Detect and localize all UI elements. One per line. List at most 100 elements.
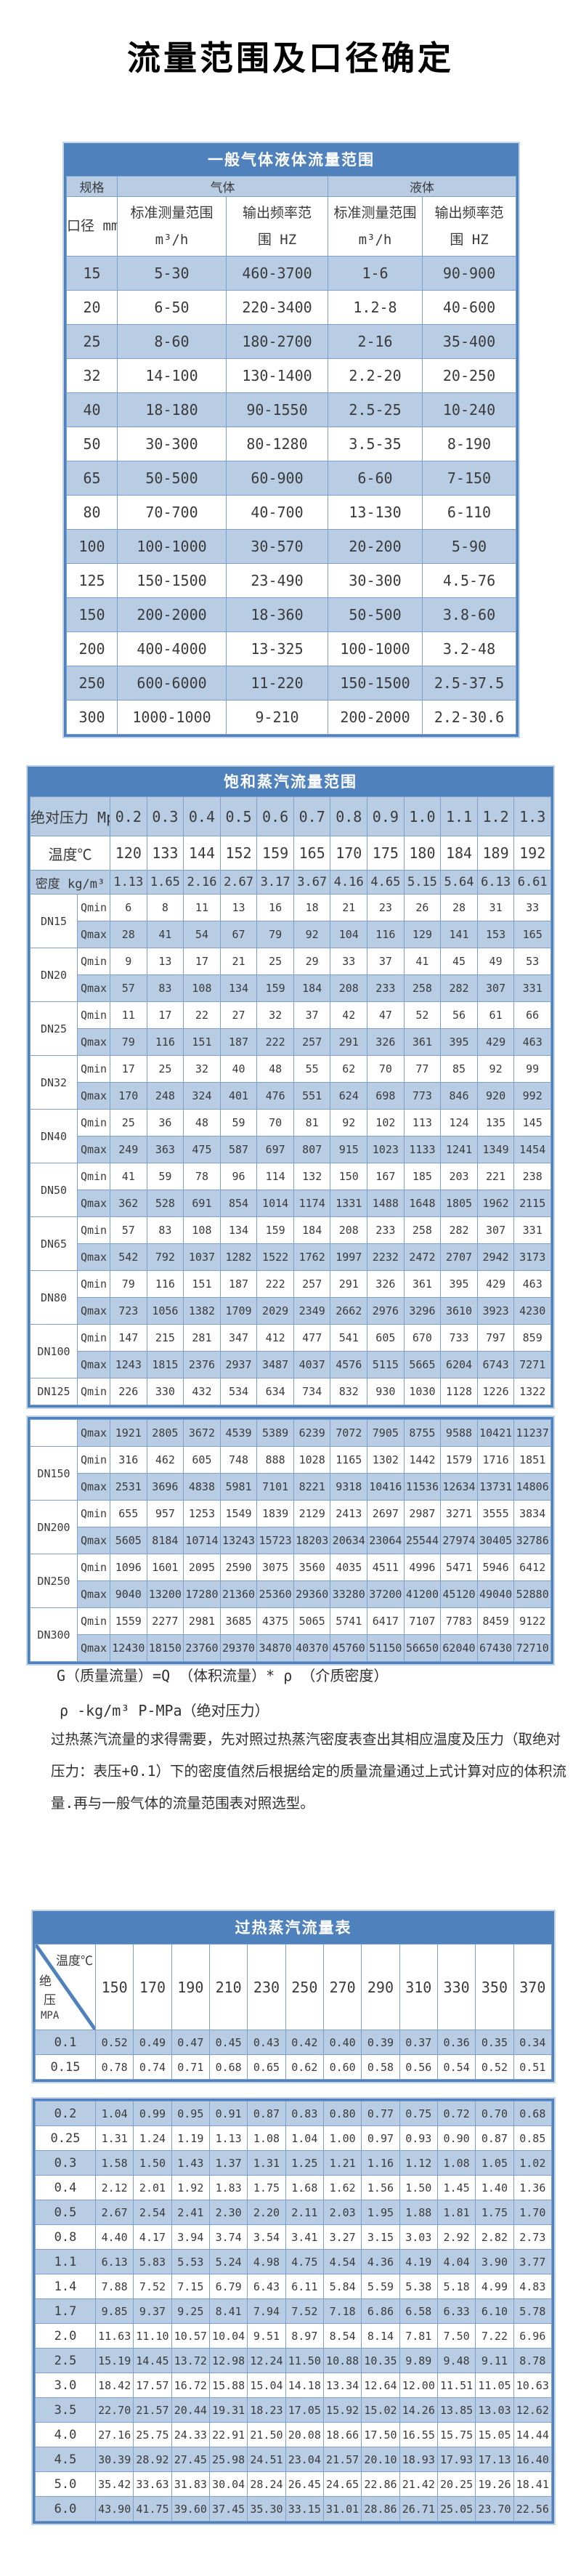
qmin-value: 47 [367,1001,405,1029]
diameter-label: 200 [66,631,118,666]
qmax-label: Qmax [76,1190,111,1217]
range-value: 20-250 [422,358,516,393]
density-value: 4.54 [322,2249,362,2274]
table-row: 65 50-500 60-900 6-60 7-150 [66,461,516,496]
steam-row: DN15 Qmin 6 8 11 13 16 18 21 23 26 28 31 33 [30,894,551,948]
diameter-label: 125 [66,563,118,598]
density-value: 18.93 [399,2447,438,2472]
range-value: 130-1400 [226,358,328,393]
density-value: 1.40 [475,2175,514,2200]
column-group-row: 规格 气体 液体 [66,176,516,197]
corner-pressure-label: 绝 [39,1974,52,1989]
qmax-value: 45760 [330,1634,368,1662]
density-table-row: 4.5 30.39 28.92 27.45 25.98 24.51 23.04 21.57 20… [35,2447,553,2472]
qmax-value: 116 [367,921,405,948]
density-value: 0.78 [94,2054,134,2080]
column-header-row: 口径 mm 标准测量范围 m³/h 输出频率范围 HZ 标准测量范围 m³/h 输出频率范围… [66,196,516,257]
qmax-value: 1921 [110,1419,147,1447]
pressure-label: 5.0 [35,2471,96,2497]
qmin-value: 1028 [293,1446,331,1474]
qmax-value: 475 [183,1136,221,1163]
density-value: 7.50 [436,2323,476,2349]
qmin-value: 36 [146,1109,184,1136]
steam-row: Qmax 5605 8184 10714 13243 15723 18203 20634 230… [30,1527,551,1554]
qmin-value: 96 [219,1163,258,1190]
qmin-value: 1030 [403,1378,442,1405]
qmax-value: 13200 [146,1580,184,1608]
density-value: 7.52 [133,2274,172,2299]
qmax-value: 37200 [367,1580,405,1608]
density-value: 24.51 [247,2447,286,2472]
density-value: 28.24 [247,2471,286,2497]
qmin-value: 83 [146,1216,184,1244]
qmin-value: 291 [330,1270,368,1298]
qmax-value: 723 [110,1297,147,1325]
table-row: 40 18-180 90-1550 2.5-25 10-240 [66,392,516,427]
qmax-value: 20634 [330,1527,368,1554]
qmax-value: 331 [513,974,551,1002]
qmin-value: 56 [440,1001,478,1029]
qmax-value: 33280 [330,1580,368,1608]
qmin-value: 859 [513,1324,551,1352]
range-value: 6-60 [328,461,423,496]
qmax-value: 41 [146,921,184,948]
density-value: 7.88 [94,2274,134,2299]
temperature-value: 184 [440,836,478,871]
pressure-value: 1.2 [476,796,515,836]
dn-label: DN50 [30,1163,78,1217]
qmax-value: 83 [146,974,184,1002]
qmax-value: 134 [219,974,258,1002]
qmin-value: 52 [403,1001,442,1029]
range-value: 1.2-8 [328,290,423,325]
qmin-value: 1549 [219,1500,258,1527]
qmax-value: 1454 [513,1136,551,1163]
qmin-value: 3685 [219,1607,258,1635]
qmax-value: 854 [219,1190,258,1217]
qmin-value: 78 [183,1163,221,1190]
density-value: 0.87 [247,2101,286,2126]
pressure-label: 4.0 [35,2422,96,2447]
density-value: 3.94 [171,2224,210,2250]
temperature-header: 210 [208,1944,248,2030]
qmin-value: 361 [403,1270,442,1298]
superheated-steam-table-title: 过热蒸汽流量表 [35,1913,552,1944]
qmin-value: 70 [367,1055,405,1083]
qmax-value: 1243 [110,1351,147,1378]
temperature-value: 165 [293,836,331,871]
density-value: 1.83 [208,2175,248,2200]
range-value: 9-210 [226,700,328,735]
qmax-value: 1382 [183,1297,221,1325]
range-value: 50-500 [117,461,227,496]
qmax-label: Qmax [77,1634,110,1662]
qmax-value: 1522 [256,1243,294,1271]
qmin-value: 5065 [293,1607,331,1635]
range-value: 11-220 [226,666,328,700]
saturated-steam-table-continued: Qmax 1921 2805 3672 4539 5389 6239 7072 7905 8755… [28,1417,553,1664]
density-value: 0.99 [133,2101,172,2126]
qmax-value: 624 [330,1082,368,1110]
density-table-row: 0.2 1.04 0.99 0.95 0.91 0.87 0.83 0.80 0.77 0.75 0… [35,2101,553,2126]
saturated-steam-grid: 绝对压力 Mpa0.20.30.40.50.60.70.80.91.01.11.… [29,796,551,1405]
density-value: 13.72 [171,2348,210,2373]
density-value: 1.37 [208,2150,248,2176]
qmin-label: Qmin [76,1163,111,1190]
qmin-value: 48 [183,1109,221,1136]
steam-row: DN150 Qmin 316 462 605 748 888 1028 1165 1302 1442… [30,1446,551,1501]
qmin-value: 159 [256,1216,294,1244]
qmax-value: 1174 [293,1190,331,1217]
density-value: 15.75 [436,2422,476,2447]
qmax-value: 3610 [440,1297,478,1325]
density-value: 10.88 [322,2348,362,2373]
qmin-value: 2987 [403,1500,442,1527]
steam-row: DN32 Qmin 17 25 32 40 48 55 62 70 77 85 92 99 [30,1055,551,1110]
steam-row: DN20 Qmin 9 13 17 21 25 29 33 37 41 45 49 53 [30,948,551,1002]
table-row: 50 30-300 80-1280 3.5-35 8-190 [66,427,516,461]
pressure-label: 1.4 [35,2274,96,2299]
qmax-value: 1962 [476,1190,515,1217]
qmin-value: 6412 [513,1554,551,1581]
density-value: 0.75 [399,2101,438,2126]
qmax-value: 1014 [256,1190,294,1217]
qmin-value: 16 [256,894,294,921]
density-value: 14.26 [399,2397,438,2423]
density-value: 21.57 [322,2447,362,2472]
